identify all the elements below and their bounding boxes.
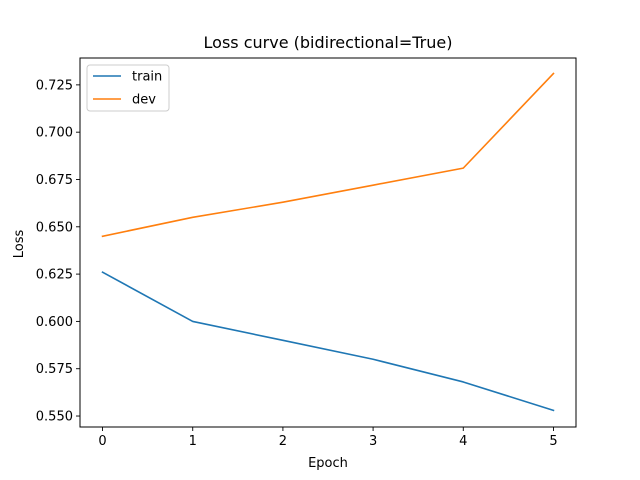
y-axis-label: Loss [12,230,27,259]
x-tick-label: 2 [279,434,287,449]
x-tick-label: 1 [189,434,197,449]
y-tick-label: 0.550 [36,410,73,425]
series-line-dev [101,72,555,238]
legend-label-dev: dev [132,93,156,108]
plot-lines [101,72,555,412]
x-tick-label: 3 [369,434,377,449]
chart-title: Loss curve (bidirectional=True) [204,33,453,52]
legend: train dev [86,64,170,112]
x-tick-label: 0 [98,434,106,449]
y-tick-label: 0.625 [36,268,73,283]
y-tick-label: 0.700 [36,126,73,141]
x-axis-ticks: 0 1 2 3 4 5 [98,427,558,449]
y-tick-label: 0.600 [36,315,73,330]
legend-label-train: train [132,70,162,85]
y-tick-label: 0.650 [36,220,73,235]
plot-frame [79,57,577,428]
series-line-train [101,271,555,412]
y-tick-label: 0.575 [36,362,73,377]
y-axis-ticks: 0.550 0.575 0.600 0.625 0.650 0.675 0.700 0.725 [36,78,80,425]
x-axis-label: Epoch [308,456,348,471]
x-tick-label: 4 [459,434,467,449]
y-tick-label: 0.725 [36,78,73,93]
x-tick-label: 5 [549,434,557,449]
y-tick-label: 0.675 [36,173,73,188]
